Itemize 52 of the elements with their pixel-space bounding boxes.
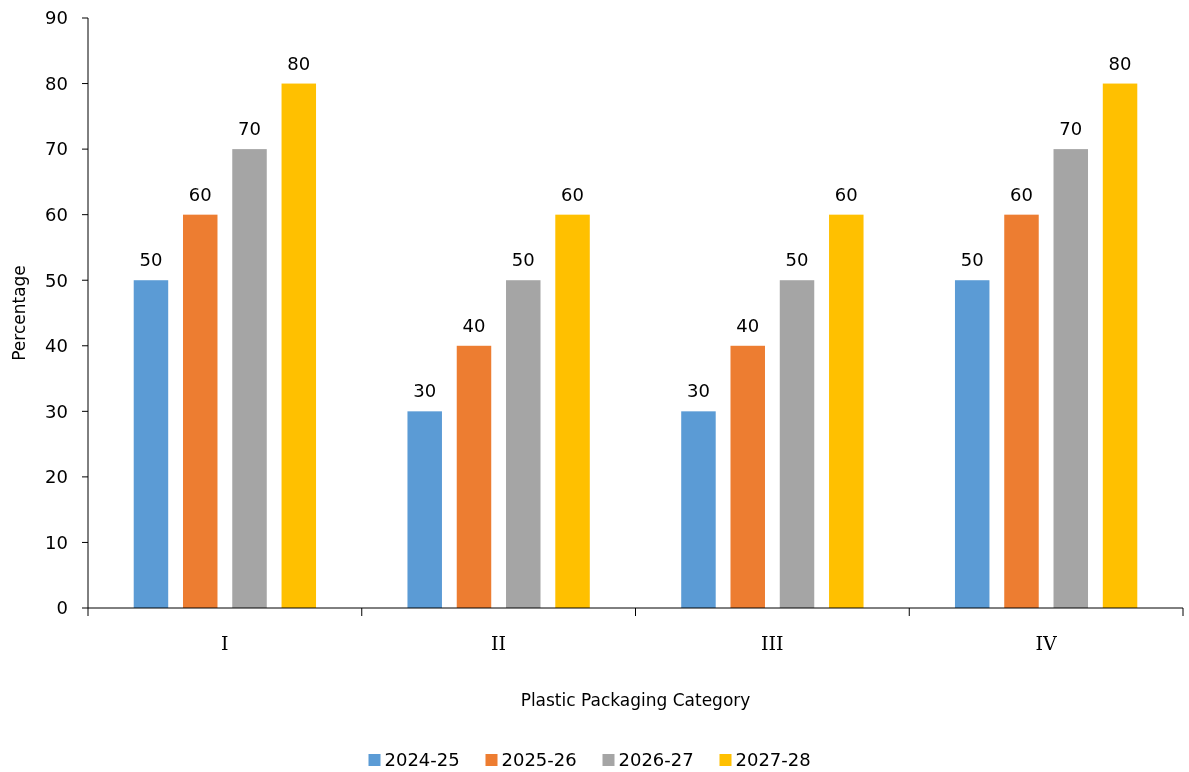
y-tick-label: 90 — [45, 7, 68, 29]
legend-label: 2027-28 — [735, 749, 811, 771]
bar — [281, 83, 317, 608]
legend-label: 2024-25 — [384, 749, 460, 771]
x-tick-label: IV — [1035, 632, 1058, 654]
y-axis-title: Percentage — [9, 265, 29, 361]
y-tick-label: 70 — [45, 138, 68, 160]
x-tick-label: III — [761, 632, 784, 654]
bar — [456, 345, 492, 608]
x-tick-label: II — [491, 632, 507, 654]
data-label: 80 — [1108, 52, 1132, 74]
data-label: 50 — [511, 249, 535, 271]
bar — [555, 214, 590, 608]
data-label: 50 — [785, 249, 809, 271]
y-tick-label: 10 — [45, 531, 68, 553]
data-label: 60 — [188, 183, 212, 205]
y-tick-label: 60 — [45, 203, 68, 225]
bar — [681, 411, 716, 608]
bar — [506, 280, 541, 608]
bar — [182, 214, 218, 608]
data-label: 50 — [960, 249, 984, 271]
legend-label: 2026-27 — [618, 749, 694, 771]
y-tick-label: 20 — [45, 466, 68, 488]
x-tick-label: I — [221, 632, 229, 654]
data-label: 80 — [287, 52, 311, 74]
y-tick-label: 50 — [45, 269, 68, 291]
legend-label: 2025-26 — [501, 749, 577, 771]
bar — [232, 149, 267, 608]
data-label: 70 — [238, 118, 261, 140]
data-label: 40 — [462, 314, 486, 336]
bar — [730, 345, 765, 608]
data-label: 60 — [834, 183, 858, 205]
data-label: 30 — [687, 380, 710, 402]
data-label: 70 — [1059, 118, 1083, 140]
bar — [1102, 83, 1138, 608]
bar — [1004, 214, 1039, 608]
y-tick-label: 0 — [56, 597, 68, 619]
data-label: 60 — [1010, 183, 1033, 205]
x-axis-title: Plastic Packaging Category — [520, 690, 751, 710]
y-tick-label: 40 — [45, 335, 68, 357]
bar — [779, 280, 815, 608]
bar — [1053, 149, 1089, 608]
bar — [954, 280, 990, 608]
bar — [133, 280, 169, 608]
y-tick-label: 30 — [45, 400, 68, 422]
data-label: 50 — [139, 249, 163, 271]
bar — [407, 411, 442, 608]
y-tick-label: 80 — [45, 72, 68, 94]
data-label: 30 — [413, 380, 437, 402]
data-label: 40 — [736, 314, 760, 336]
data-label: 60 — [561, 183, 584, 205]
bar — [829, 214, 864, 608]
